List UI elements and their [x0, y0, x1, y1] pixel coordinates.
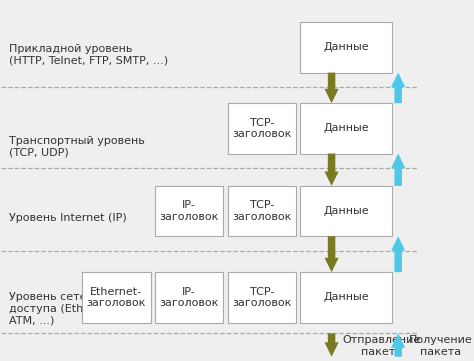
- Text: Отправление
пакета: Отправление пакета: [342, 335, 420, 357]
- Bar: [301, 272, 392, 322]
- Text: Транспортный уровень
(TCP, UDP): Транспортный уровень (TCP, UDP): [9, 135, 145, 157]
- Text: Уровень сетевого
доступа (Ethernet, FDDI,
ATM, ...): Уровень сетевого доступа (Ethernet, FDDI…: [9, 292, 150, 325]
- Bar: [301, 22, 392, 73]
- Polygon shape: [391, 73, 405, 103]
- Bar: [228, 103, 296, 153]
- Text: Данные: Данные: [323, 123, 369, 133]
- Text: Ethernet-
заголовок: Ethernet- заголовок: [86, 287, 146, 308]
- Bar: [155, 272, 223, 322]
- Bar: [228, 186, 296, 236]
- Bar: [228, 272, 296, 322]
- Text: Данные: Данные: [323, 292, 369, 303]
- Text: TCP-
заголовок: TCP- заголовок: [232, 200, 292, 222]
- Polygon shape: [391, 153, 405, 186]
- Text: Получение
пакета: Получение пакета: [409, 335, 472, 357]
- Polygon shape: [391, 236, 405, 272]
- Polygon shape: [325, 153, 338, 186]
- Text: IP-
заголовок: IP- заголовок: [159, 287, 219, 308]
- Bar: [301, 103, 392, 153]
- Text: Уровень Internet (IP): Уровень Internet (IP): [9, 213, 127, 223]
- Polygon shape: [391, 333, 405, 357]
- Text: Данные: Данные: [323, 206, 369, 216]
- Text: TCP-
заголовок: TCP- заголовок: [232, 118, 292, 139]
- Bar: [155, 186, 223, 236]
- Bar: [301, 186, 392, 236]
- Text: Прикладной уровень
(HTTP, Telnet, FTP, SMTP, ...): Прикладной уровень (HTTP, Telnet, FTP, S…: [9, 44, 168, 65]
- Polygon shape: [325, 73, 338, 103]
- Bar: [82, 272, 151, 322]
- Text: IP-
заголовок: IP- заголовок: [159, 200, 219, 222]
- Text: Данные: Данные: [323, 43, 369, 52]
- Polygon shape: [325, 236, 338, 272]
- Polygon shape: [325, 333, 338, 357]
- Text: TCP-
заголовок: TCP- заголовок: [232, 287, 292, 308]
